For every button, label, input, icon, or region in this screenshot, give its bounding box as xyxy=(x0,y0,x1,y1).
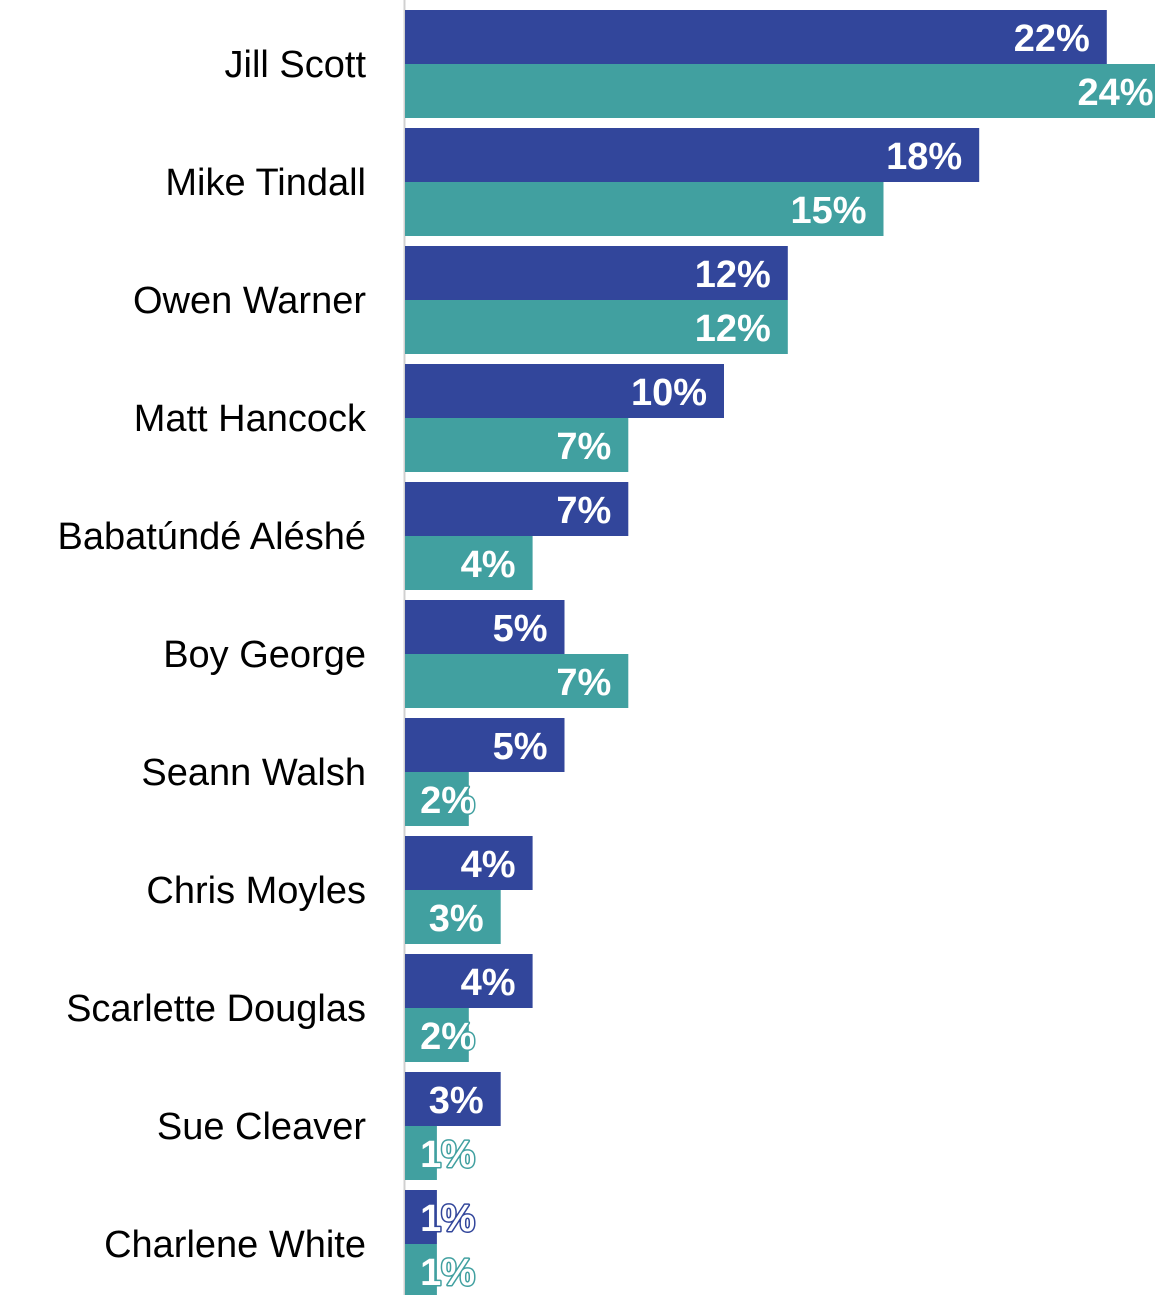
bar-owen-warner-series-2 xyxy=(405,300,788,354)
data-label-scarlette-douglas-series-1: 4% xyxy=(461,962,516,1004)
data-label-owen-warner-series-2: 12% xyxy=(695,308,771,350)
bar-charlene-white-series-2 xyxy=(405,1244,437,1295)
data-label-boy-george-series-1: 5% xyxy=(493,608,548,650)
bar-matt-hancock-series-2 xyxy=(405,418,629,472)
data-label-boy-george-series-2: 7% xyxy=(556,662,611,704)
data-label-seann-walsh-series-2: 2% xyxy=(420,780,475,822)
bar-seann-walsh-series-1 xyxy=(405,718,565,772)
data-label-jill-scott-series-2: 24% xyxy=(1078,72,1154,114)
category-label-sue-cleaver: Sue Cleaver xyxy=(157,1106,366,1148)
category-label-matt-hancock: Matt Hancock xyxy=(134,398,367,440)
bar-scarlette-douglas-series-1 xyxy=(405,954,533,1008)
data-label-chris-moyles-series-1: 4% xyxy=(461,844,516,886)
data-label-matt-hancock-series-1: 10% xyxy=(631,372,707,414)
data-label-mike-tindall-series-2: 15% xyxy=(790,190,866,232)
data-label-mike-tindall-series-1: 18% xyxy=(886,136,962,178)
data-label-sue-cleaver-series-2: 1% xyxy=(420,1134,475,1176)
bar-matt-hancock-series-1 xyxy=(405,364,724,418)
bar-boy-george-series-2 xyxy=(405,654,629,708)
data-label-charlene-white-series-2: 1% xyxy=(420,1252,475,1294)
bar-jill-scott-series-2 xyxy=(405,64,1155,118)
bar-mike-tindall-series-1 xyxy=(405,128,980,182)
bar-jill-scott-series-1 xyxy=(405,10,1107,64)
data-label-charlene-white-series-1: 1% xyxy=(420,1198,475,1240)
bar-mike-tindall-series-2 xyxy=(405,182,884,236)
bar-seann-walsh-series-2 xyxy=(405,772,469,826)
category-label-owen-warner: Owen Warner xyxy=(133,280,366,322)
category-label-babatunde-aleshe: Babatúndé Aléshé xyxy=(58,516,367,558)
category-label-charlene-white: Charlene White xyxy=(104,1224,366,1266)
category-label-jill-scott: Jill Scott xyxy=(225,44,367,86)
bar-sue-cleaver-series-2 xyxy=(405,1126,437,1180)
bars xyxy=(405,10,1155,1295)
bar-chris-moyles-series-2 xyxy=(405,890,501,944)
data-label-chris-moyles-series-2: 3% xyxy=(429,898,484,940)
data-label-jill-scott-series-1: 22% xyxy=(1014,18,1090,60)
category-labels: Jill Scott Mike Tindall Owen Warner Matt Ha… xyxy=(58,44,367,1266)
data-label-owen-warner-series-1: 12% xyxy=(695,254,771,296)
bar-owen-warner-series-1 xyxy=(405,246,788,300)
data-label-matt-hancock-series-2: 7% xyxy=(556,426,611,468)
category-label-scarlette-douglas: Scarlette Douglas xyxy=(66,988,366,1030)
data-label-babatunde-aleshe-series-2: 4% xyxy=(461,544,516,586)
data-label-babatunde-aleshe-series-1: 7% xyxy=(556,490,611,532)
data-label-seann-walsh-series-1: 5% xyxy=(493,726,548,768)
bar-boy-george-series-1 xyxy=(405,600,565,654)
category-label-boy-george: Boy George xyxy=(163,634,366,676)
bar-sue-cleaver-series-1 xyxy=(405,1072,501,1126)
data-label-sue-cleaver-series-1: 3% xyxy=(429,1080,484,1122)
data-labels: 22%24%18%15%12%12%10%7%7%4%5%7%5%2%4%3%4… xyxy=(419,17,1155,1295)
category-label-mike-tindall: Mike Tindall xyxy=(165,162,366,204)
category-label-chris-moyles: Chris Moyles xyxy=(146,870,366,912)
bar-chris-moyles-series-1 xyxy=(405,836,533,890)
bar-charlene-white-series-1 xyxy=(405,1190,437,1244)
bar-scarlette-douglas-series-2 xyxy=(405,1008,469,1062)
bar-babatunde-aleshe-series-2 xyxy=(405,536,533,590)
category-label-seann-walsh: Seann Walsh xyxy=(141,752,366,794)
data-label-scarlette-douglas-series-2: 2% xyxy=(420,1016,475,1058)
bar-babatunde-aleshe-series-1 xyxy=(405,482,629,536)
